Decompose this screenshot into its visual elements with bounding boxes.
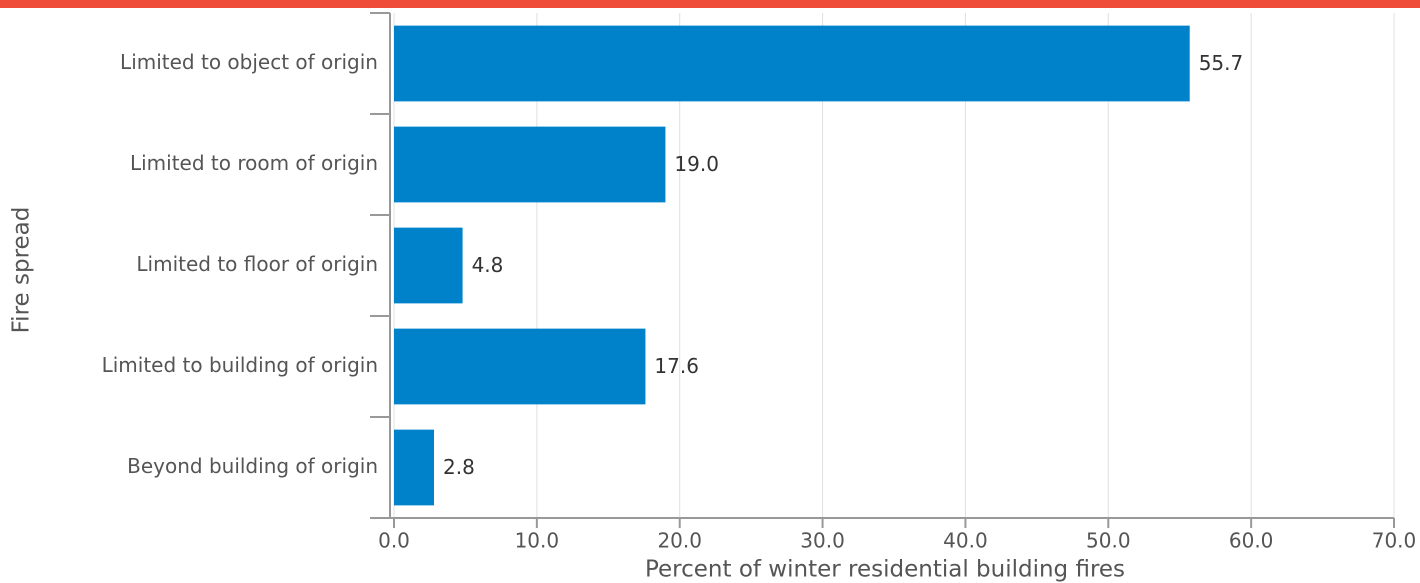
y-tick-label: Limited to object of origin [120,50,378,74]
bar [394,328,646,405]
bar [394,25,1190,102]
y-tick-label: Limited to building of origin [102,353,378,377]
bar [394,126,666,203]
x-tick-label: 60.0 [1229,529,1274,553]
x-tick-label: 10.0 [515,529,560,553]
value-label: 19.0 [674,152,719,176]
x-tick-label: 30.0 [800,529,845,553]
y-tick-label: Limited to room of origin [130,151,378,175]
x-tick-label: 0.0 [378,529,410,553]
bar [394,227,463,304]
x-axis-title: Percent of winter residential building f… [645,557,1125,583]
value-label: 17.6 [654,354,699,378]
x-tick-label: 40.0 [943,529,988,553]
value-label: 2.8 [443,455,475,479]
x-tick-label: 50.0 [1086,529,1131,553]
header-band [0,0,1420,8]
x-tick-label: 70.0 [1372,529,1417,553]
y-tick-label: Limited to floor of origin [136,252,378,276]
value-label: 55.7 [1199,51,1244,75]
bar [394,429,434,506]
y-tick-label: Beyond building of origin [127,454,378,478]
y-axis-title: Fire spread [9,207,35,334]
x-tick-label: 20.0 [657,529,702,553]
value-label: 4.8 [472,253,504,277]
